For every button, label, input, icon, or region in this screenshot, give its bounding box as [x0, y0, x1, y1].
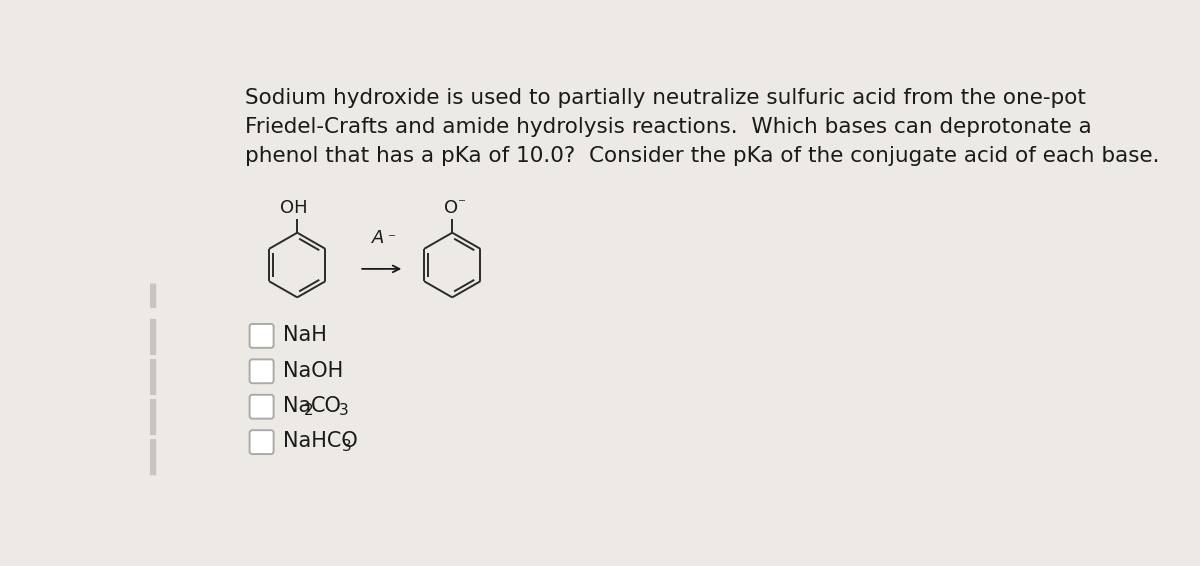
Text: NaHCO: NaHCO: [283, 431, 358, 451]
Text: ⁻: ⁻: [388, 231, 396, 246]
FancyBboxPatch shape: [149, 284, 156, 308]
Text: 2: 2: [304, 404, 313, 418]
Text: 3: 3: [342, 439, 352, 454]
Text: NaOH: NaOH: [283, 361, 343, 380]
FancyBboxPatch shape: [149, 359, 156, 395]
Text: CO: CO: [311, 396, 342, 416]
FancyBboxPatch shape: [250, 430, 274, 454]
FancyBboxPatch shape: [149, 399, 156, 435]
FancyBboxPatch shape: [250, 359, 274, 383]
Text: A: A: [372, 229, 384, 247]
Text: O: O: [444, 199, 458, 217]
Text: Friedel-Crafts and amide hydrolysis reactions.  Which bases can deprotonate a: Friedel-Crafts and amide hydrolysis reac…: [245, 117, 1091, 137]
Text: Na: Na: [283, 396, 312, 416]
Text: 3: 3: [340, 404, 349, 418]
FancyBboxPatch shape: [149, 319, 156, 355]
Text: ⁻: ⁻: [458, 196, 467, 211]
Text: Sodium hydroxide is used to partially neutralize sulfuric acid from the one-pot: Sodium hydroxide is used to partially ne…: [245, 88, 1086, 108]
Text: NaH: NaH: [283, 325, 328, 345]
Text: phenol that has a pKa of 10.0?  Consider the pKa of the conjugate acid of each b: phenol that has a pKa of 10.0? Consider …: [245, 147, 1159, 166]
Text: OH: OH: [281, 199, 308, 217]
FancyBboxPatch shape: [250, 395, 274, 419]
FancyBboxPatch shape: [250, 324, 274, 348]
FancyBboxPatch shape: [149, 439, 156, 475]
